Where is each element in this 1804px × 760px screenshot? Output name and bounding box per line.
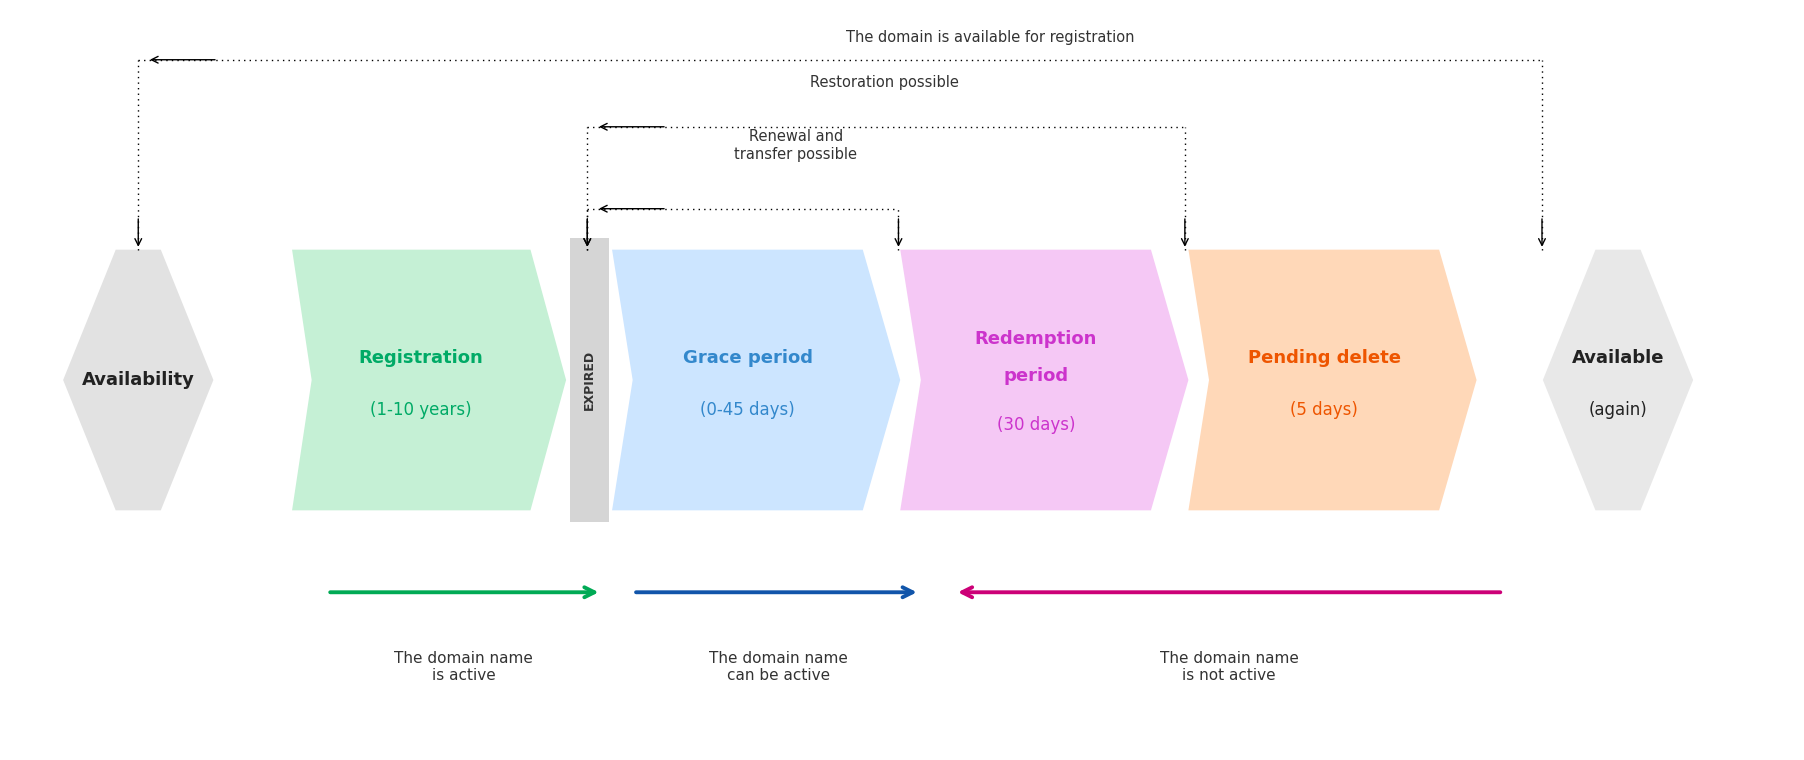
Text: Pending delete: Pending delete: [1248, 349, 1400, 366]
Text: Redemption: Redemption: [974, 330, 1097, 348]
Text: (30 days): (30 days): [996, 416, 1075, 434]
Bar: [570, 239, 608, 521]
Text: Renewal and
transfer possible: Renewal and transfer possible: [734, 129, 857, 162]
Text: (again): (again): [1589, 401, 1647, 419]
Text: EXPIRED: EXPIRED: [583, 350, 595, 410]
Polygon shape: [900, 249, 1189, 511]
Text: Available: Available: [1571, 349, 1665, 366]
Text: period: period: [1003, 367, 1068, 385]
Polygon shape: [292, 249, 566, 511]
Polygon shape: [63, 249, 213, 511]
Text: Registration: Registration: [359, 349, 483, 366]
Text: Availability: Availability: [81, 371, 195, 389]
Text: Grace period: Grace period: [682, 349, 814, 366]
Polygon shape: [612, 249, 900, 511]
Text: The domain name
can be active: The domain name can be active: [709, 651, 848, 683]
Text: (0-45 days): (0-45 days): [700, 401, 796, 419]
Polygon shape: [1189, 249, 1476, 511]
Text: (1-10 years): (1-10 years): [370, 401, 473, 419]
Text: Restoration possible: Restoration possible: [810, 74, 958, 90]
Text: The domain is available for registration: The domain is available for registration: [846, 30, 1135, 45]
Text: The domain name
is not active: The domain name is not active: [1160, 651, 1299, 683]
Polygon shape: [1542, 249, 1694, 511]
Text: The domain name
is active: The domain name is active: [393, 651, 532, 683]
Text: (5 days): (5 days): [1290, 401, 1358, 419]
